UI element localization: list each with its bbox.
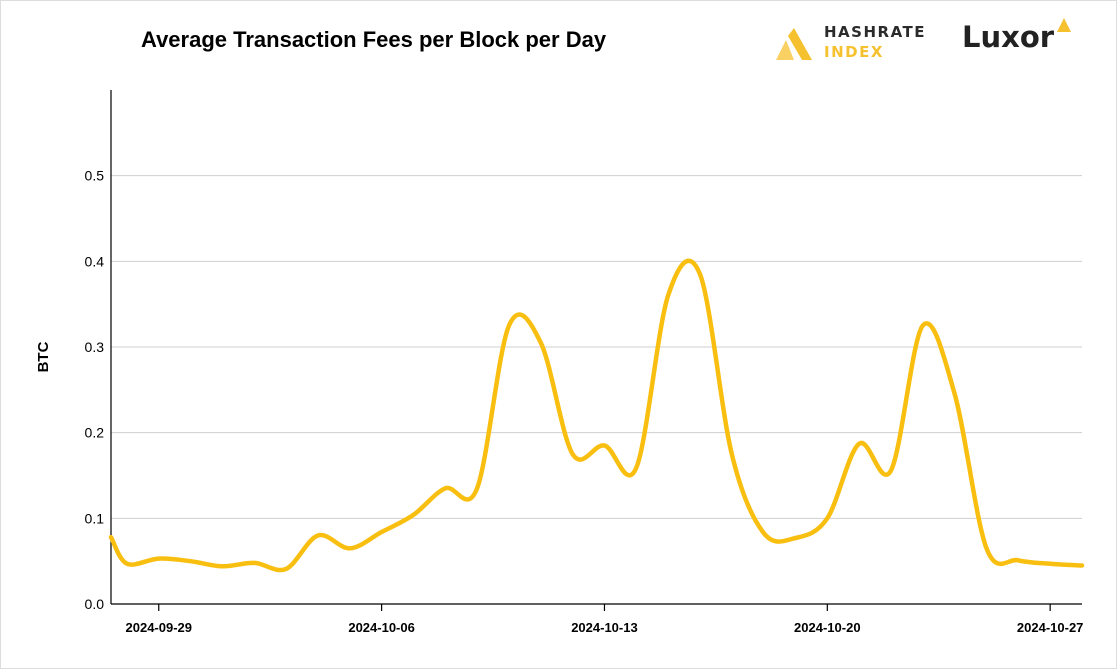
y-tick-label: 0.5 [85, 168, 105, 184]
y-axis-label: BTC [35, 341, 52, 372]
y-tick-label: 0.2 [85, 425, 105, 441]
x-tick-label: 2024-10-06 [348, 620, 415, 635]
luxor-wordmark: Luxor [962, 20, 1055, 54]
y-tick-labels: 0.0 0.1 0.2 0.3 0.4 0.5 [85, 168, 105, 612]
chart-title: Average Transaction Fees per Block per D… [141, 27, 607, 52]
x-tick-label: 2024-10-20 [794, 620, 861, 635]
x-tick-label: 2024-09-29 [126, 620, 193, 635]
hashrate-index-logo: HASHRATE INDEX [776, 22, 936, 62]
series-line [108, 258, 1085, 573]
y-tick-label: 0.4 [85, 253, 105, 269]
x-tick-label: 2024-10-13 [571, 620, 638, 635]
axes [110, 90, 1082, 611]
hashrate-index-word-1: HASHRATE [824, 23, 926, 41]
hashrate-index-word-2: INDEX [824, 43, 884, 61]
grid-lines [111, 175, 1082, 519]
luxor-triangle-icon [1057, 18, 1071, 32]
y-tick-label: 0.3 [85, 339, 105, 355]
hashrate-index-icon [776, 28, 812, 60]
y-tick-label: 0.1 [85, 510, 105, 526]
x-tick-labels: 2024-09-29 2024-10-06 2024-10-13 2024-10-20… [126, 620, 1084, 635]
luxor-logo: Luxor [962, 16, 1082, 60]
y-tick-label: 0.0 [85, 596, 105, 612]
x-tick-label: 2024-10-27 [1017, 620, 1084, 635]
